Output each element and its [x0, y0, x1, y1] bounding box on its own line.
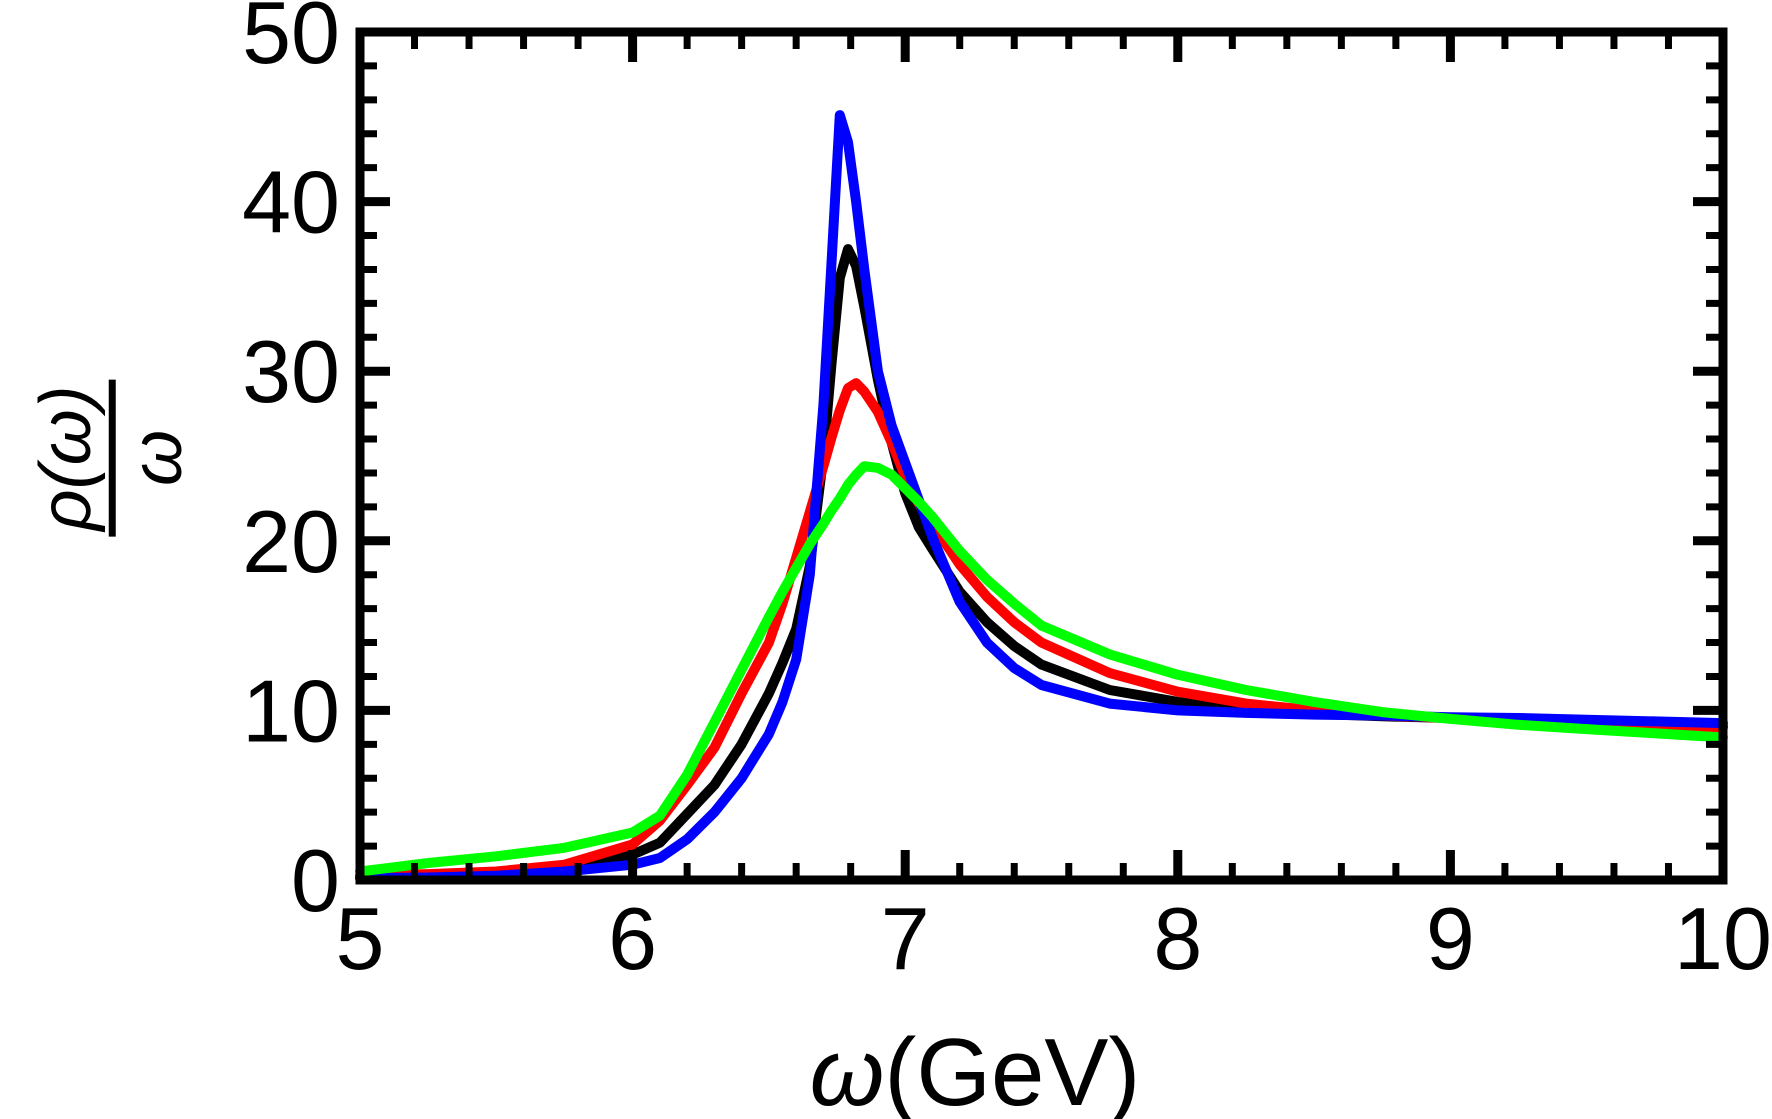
- y-axis-label-fraction: ρ(ω) ω: [25, 379, 197, 537]
- y-axis-label: ρ(ω) ω: [25, 379, 197, 537]
- x-axis-label: ω(GeV): [810, 1018, 1141, 1119]
- curve-blue: [355, 110, 1728, 884]
- plot-frame: [355, 27, 1728, 885]
- y-tick-label-0: 0: [291, 831, 340, 930]
- x-axis-label-unit: (GeV): [884, 1019, 1141, 1119]
- curve-green: [355, 461, 1728, 877]
- y-axis-label-numerator: ρ(ω): [25, 385, 106, 531]
- x-tick-label-7: 7: [881, 889, 930, 988]
- x-tick-label-5: 5: [336, 889, 385, 988]
- curve-red: [355, 378, 1728, 881]
- x-axis-label-symbol: ω: [809, 1019, 885, 1119]
- x-tick-label-10: 10: [1674, 889, 1772, 988]
- y-tick-label-50: 50: [242, 0, 340, 82]
- curve-black: [355, 244, 1728, 883]
- x-tick-label-9: 9: [1426, 889, 1475, 988]
- y-tick-label-40: 40: [242, 153, 340, 252]
- y-tick-label-30: 30: [242, 322, 340, 421]
- y-tick-label-20: 20: [242, 492, 340, 591]
- fraction-bar: [108, 379, 116, 537]
- y-tick-label-10: 10: [242, 661, 340, 760]
- x-tick-label-8: 8: [1153, 889, 1202, 988]
- x-tick-label-6: 6: [608, 889, 657, 988]
- y-axis-label-denominator: ω: [116, 429, 197, 487]
